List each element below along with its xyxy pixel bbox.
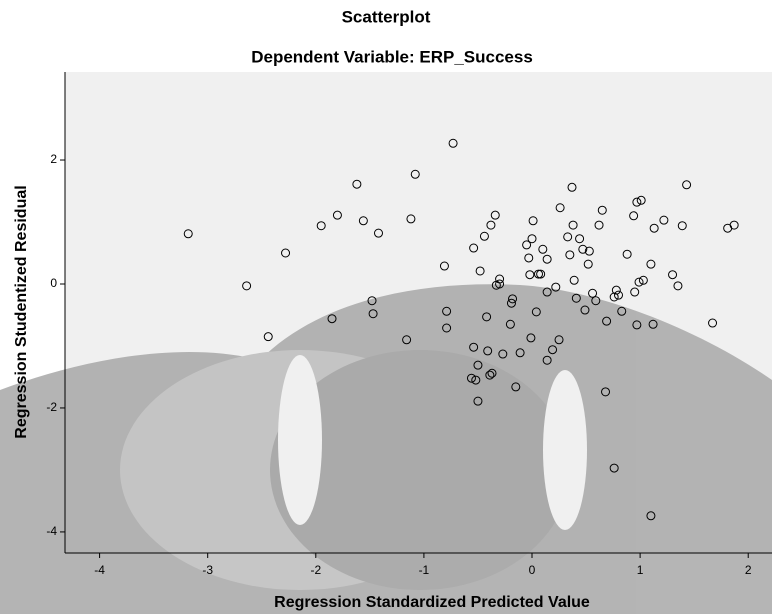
y-tick-label: -4	[46, 524, 57, 538]
chart-title: Scatterplot	[342, 7, 431, 26]
y-axis-label: Regression Studentized Residual	[13, 185, 30, 438]
x-tick-label: -3	[202, 563, 213, 577]
y-tick-label: -2	[46, 400, 57, 414]
x-tick-label: 1	[637, 563, 644, 577]
x-tick-label: 2	[745, 563, 752, 577]
x-axis-label: Regression Standardized Predicted Value	[274, 594, 590, 611]
x-tick-label: 0	[529, 563, 536, 577]
x-tick-label: -4	[94, 563, 105, 577]
y-tick-label: 0	[50, 276, 57, 290]
chart: Scatterplot Dependent Variable: ERP_Succ…	[0, 0, 772, 614]
chart-subtitle: Dependent Variable: ERP_Success	[251, 47, 533, 66]
y-tick-label: 2	[50, 152, 57, 166]
x-tick-label: -1	[419, 563, 430, 577]
x-tick-label: -2	[310, 563, 321, 577]
